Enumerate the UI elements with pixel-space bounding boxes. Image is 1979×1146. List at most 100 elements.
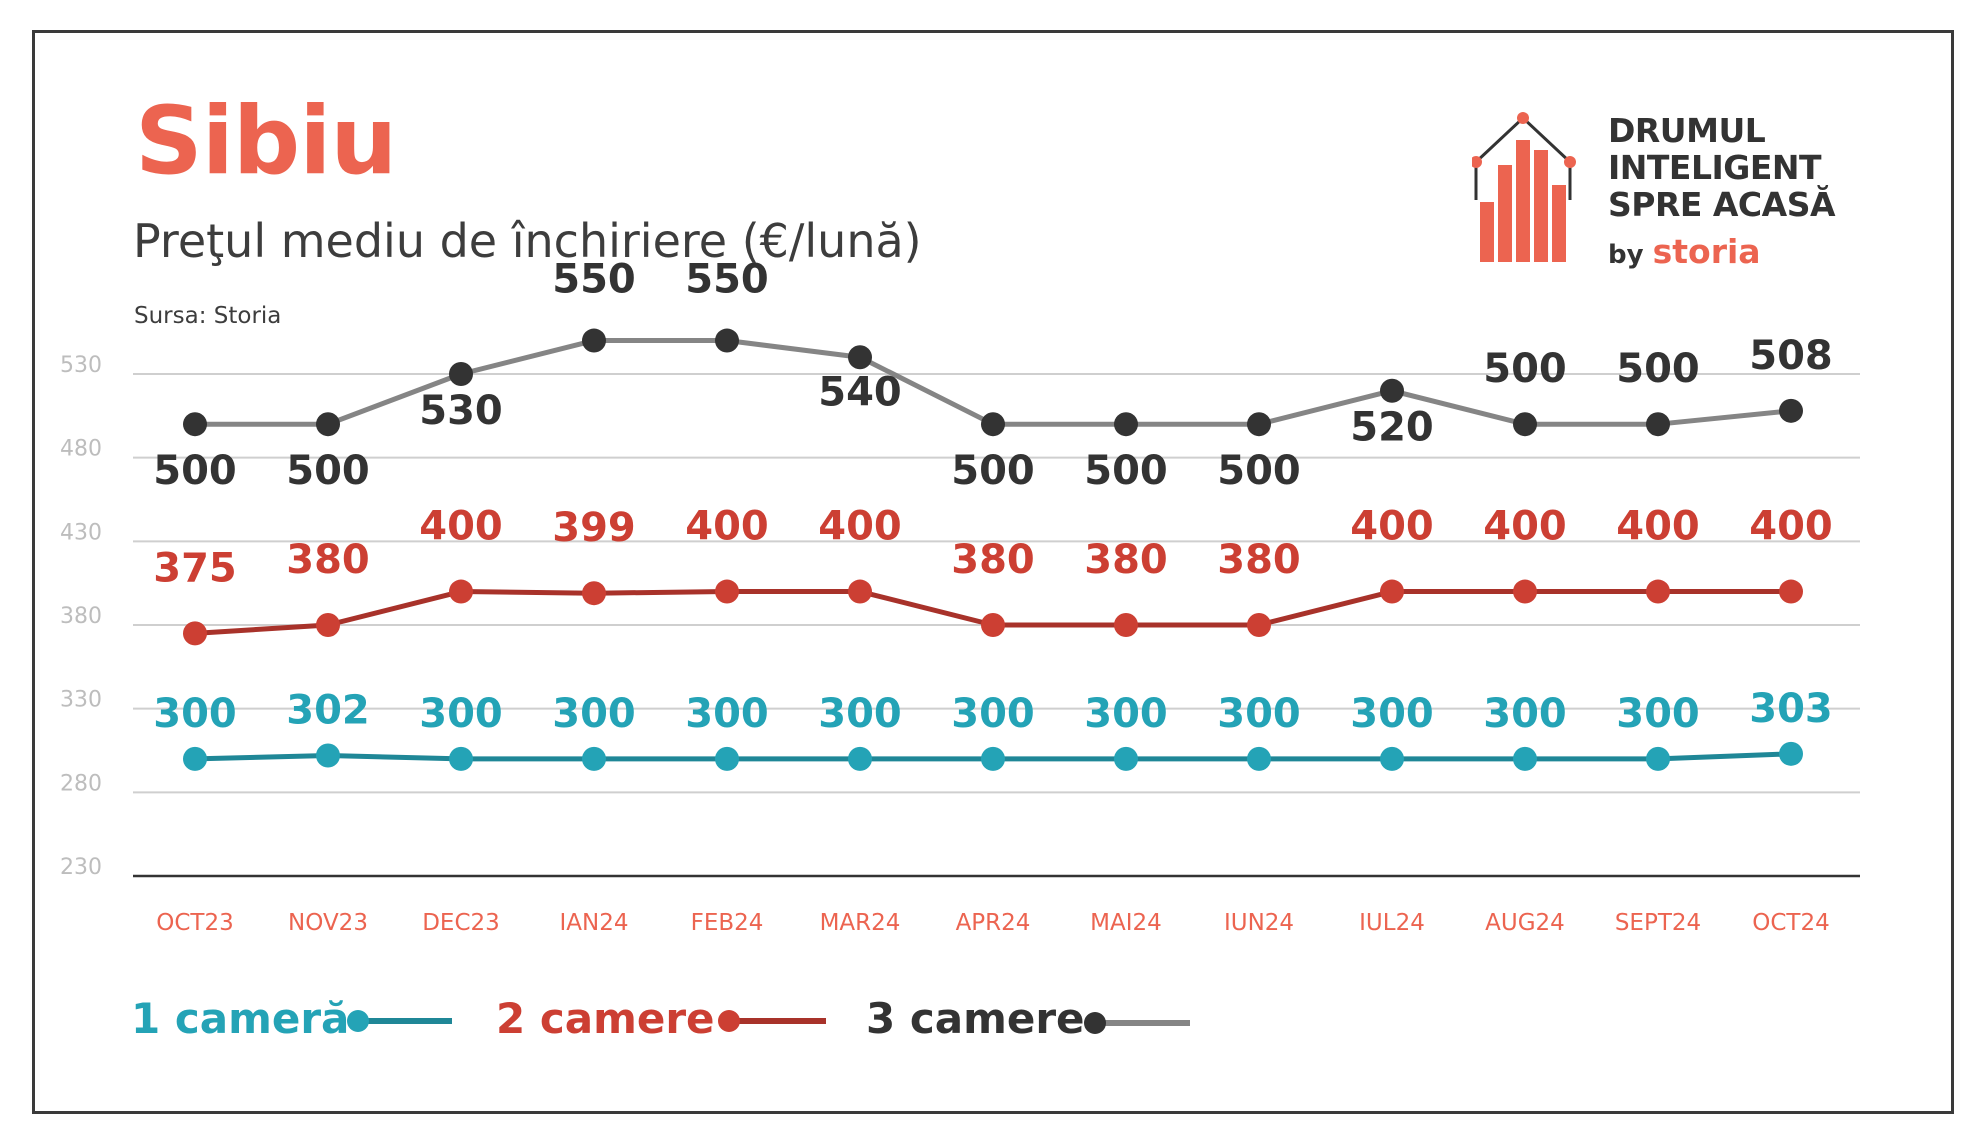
data-point-two-rooms [449,579,473,604]
data-label-one-room: 300 [1217,691,1301,737]
data-label-two-rooms: 400 [685,504,769,550]
data-label-two-rooms: 380 [286,537,370,583]
data-point-two-rooms [183,621,207,646]
y-tick-label: 280 [60,771,102,796]
x-tick-label: IUN24 [1224,910,1294,936]
data-point-two-rooms [1247,613,1271,637]
data-point-three-rooms [1114,412,1138,437]
data-point-one-room [1779,741,1803,766]
data-point-one-room [1646,746,1670,771]
y-tick-label: 530 [60,353,102,378]
data-label-three-rooms: 508 [1749,333,1833,379]
data-point-two-rooms [1380,579,1404,604]
x-tick-label: MAR24 [820,910,901,936]
y-tick-label: 230 [60,855,102,880]
legend-label-two-rooms: 2 camere [496,994,715,1043]
data-label-two-rooms: 400 [1350,504,1434,550]
data-point-two-rooms [1779,579,1803,604]
data-point-three-rooms [582,328,606,353]
logo-line-1: DRUMUL [1608,111,1766,150]
data-label-one-room: 302 [286,688,370,734]
data-label-three-rooms: 500 [1616,346,1700,392]
x-tick-label: FEB24 [691,910,764,936]
data-label-two-rooms: 380 [1217,537,1301,583]
data-point-three-rooms [449,362,473,386]
data-label-two-rooms: 375 [153,545,237,591]
data-label-two-rooms: 400 [1749,504,1833,550]
data-point-one-room [715,746,739,771]
data-point-three-rooms [981,412,1005,437]
logo-brand: storia [1652,232,1761,271]
logo-by-text: by [1608,240,1644,270]
data-point-three-rooms [1247,412,1271,437]
data-label-three-rooms: 500 [1217,448,1301,494]
x-tick-label: OCT24 [1752,910,1829,936]
data-label-one-room: 300 [1084,691,1168,737]
y-tick-label: 480 [60,437,102,462]
data-point-one-room [1380,746,1404,771]
data-point-two-rooms [848,579,872,604]
data-label-one-room: 300 [419,691,503,737]
data-point-three-rooms [1646,412,1670,437]
data-label-two-rooms: 380 [951,537,1035,583]
chart-frame [32,30,1954,1114]
data-label-three-rooms: 530 [419,388,503,434]
logo-bars [1480,140,1566,262]
x-tick-label: OCT23 [156,910,233,936]
data-label-two-rooms: 380 [1084,537,1168,583]
data-label-one-room: 300 [1483,691,1567,737]
data-label-one-room: 300 [552,691,636,737]
data-point-one-room [981,746,1005,771]
data-point-three-rooms [1513,412,1537,437]
logo-wordmark: DRUMUL INTELIGENT SPRE ACASĂ [1608,111,1836,224]
y-tick-label: 330 [60,688,102,713]
data-point-two-rooms [582,581,606,606]
data-label-one-room: 300 [951,691,1035,737]
data-label-three-rooms: 550 [685,257,769,303]
x-tick-label: SEPT24 [1615,910,1701,936]
source-note: Sursa: Storia [134,303,282,329]
x-tick-label: IAN24 [560,910,629,936]
data-label-one-room: 300 [818,691,902,737]
data-point-two-rooms [1114,613,1138,637]
data-label-one-room: 300 [685,691,769,737]
data-point-one-room [582,746,606,771]
legend-label-three-rooms: 3 camere [866,994,1085,1043]
data-label-three-rooms: 550 [552,257,636,303]
logo-byline: by storia [1608,232,1761,271]
data-point-three-rooms [183,412,207,437]
data-point-three-rooms [316,412,340,437]
x-tick-label: AUG24 [1485,910,1565,936]
data-point-three-rooms [715,328,739,353]
data-point-two-rooms [1646,579,1670,604]
data-label-two-rooms: 400 [1483,504,1567,550]
data-label-three-rooms: 500 [1483,346,1567,392]
data-label-two-rooms: 399 [552,505,636,551]
data-point-one-room [848,746,872,771]
data-label-one-room: 300 [153,691,237,737]
data-label-three-rooms: 520 [1350,405,1434,451]
data-label-one-room: 300 [1616,691,1700,737]
legend-label-one-room: 1 cameră [131,994,350,1043]
x-tick-label: MAI24 [1090,910,1162,936]
data-point-two-rooms [316,613,340,637]
data-point-two-rooms [981,613,1005,637]
data-point-one-room [1114,746,1138,771]
data-point-one-room [1513,746,1537,771]
data-label-two-rooms: 400 [1616,504,1700,550]
data-label-two-rooms: 400 [818,504,902,550]
chart-subtitle: Preţul mediu de închiriere (€/lună) [133,214,922,268]
data-label-three-rooms: 500 [951,448,1035,494]
x-tick-label: NOV23 [288,910,368,936]
data-label-three-rooms: 500 [153,448,237,494]
data-point-two-rooms [715,579,739,604]
data-point-three-rooms [1380,378,1404,403]
data-label-one-room: 300 [1350,691,1434,737]
data-label-three-rooms: 500 [1084,448,1168,494]
data-label-one-room: 303 [1749,686,1833,732]
logo-house-bars-icon [1472,112,1576,262]
logo-line-3: SPRE ACASĂ [1608,185,1836,224]
x-tick-label: APR24 [956,910,1031,936]
data-label-three-rooms: 540 [818,369,902,415]
